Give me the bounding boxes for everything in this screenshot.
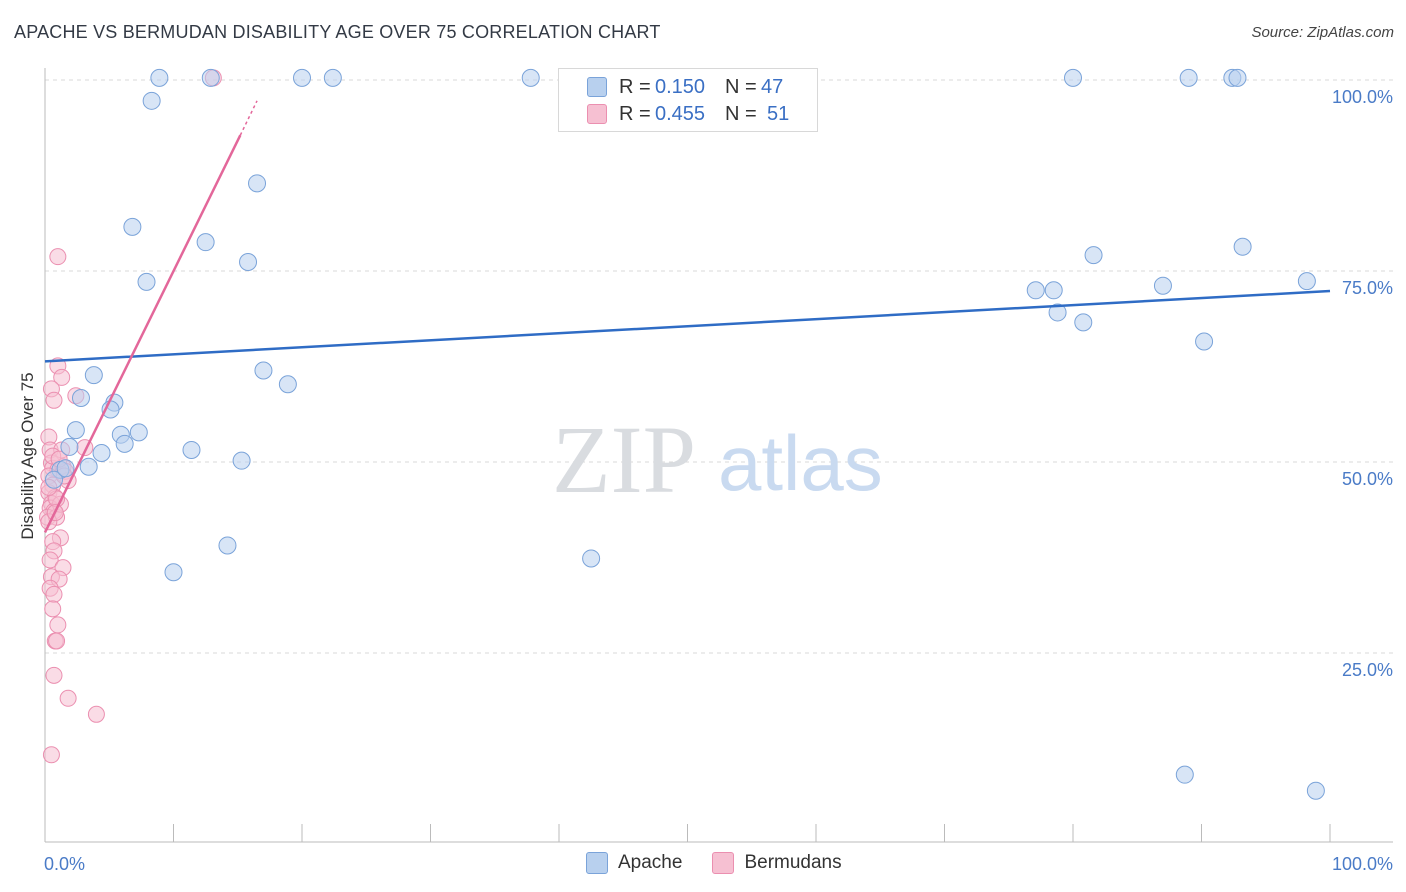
apache-point: [66, 421, 85, 440]
apache-point: [254, 361, 273, 380]
legend-item-apache[interactable]: Apache: [586, 852, 682, 874]
correlation-legend: R = 0.150 N = 47 R = 0.455 N = 51: [558, 68, 818, 132]
bermudans-point: [45, 391, 63, 409]
apache-point: [1074, 313, 1093, 332]
watermark-zip: ZIP: [552, 406, 696, 513]
legend-r-label: R =: [619, 102, 651, 125]
apache-point: [164, 563, 183, 582]
y-tick-label: 50.0%: [1342, 469, 1393, 489]
apache-point: [84, 366, 103, 385]
bermudans-point: [48, 632, 66, 650]
apache-trend-line: [44, 289, 1331, 363]
y-tick-labels: 25.0% 50.0% 75.0% 100.0%: [1332, 87, 1393, 680]
bermudans-point: [42, 746, 60, 764]
apache-point: [201, 68, 220, 87]
bermudans-trend-extension: [239, 100, 258, 136]
watermark-atlas: atlas: [718, 419, 883, 507]
apache-point: [60, 437, 79, 456]
series-legend: Apache Bermudans: [586, 852, 872, 874]
legend-n-label: N =: [725, 102, 757, 125]
apache-point: [218, 536, 237, 555]
y-axis-label: Disability Age Over 75: [18, 372, 37, 539]
bermudans-point: [49, 248, 67, 266]
grid-lines: [45, 79, 1393, 654]
legend-item-bermudans[interactable]: Bermudans: [712, 852, 842, 874]
apache-point: [582, 549, 601, 568]
apache-point: [1297, 272, 1316, 291]
apache-point: [232, 451, 251, 470]
legend-label-apache: Apache: [618, 852, 683, 873]
trend-lines: [43, 100, 1331, 534]
bermudans-point: [49, 616, 67, 634]
apache-point: [239, 253, 258, 272]
apache-point: [1153, 276, 1172, 295]
apache-point: [150, 68, 169, 87]
apache-point: [1179, 68, 1198, 87]
watermark: ZIP atlas: [552, 406, 883, 513]
bermudans-swatch-icon: [587, 104, 607, 124]
apache-point: [137, 272, 156, 291]
legend-n-value: 47: [761, 75, 784, 98]
apache-point: [71, 389, 90, 408]
apache-point: [44, 470, 63, 489]
apache-swatch-icon: [586, 852, 608, 874]
x-tick-label-max: 100.0%: [1332, 854, 1393, 874]
bermudans-point: [87, 705, 105, 723]
bermudans-point: [41, 551, 59, 569]
apache-point: [79, 457, 98, 476]
bermudans-point: [45, 666, 63, 684]
legend-r-value: 0.150: [655, 75, 706, 98]
apache-point: [92, 444, 111, 463]
apache-point: [323, 68, 342, 87]
apache-point: [1048, 303, 1067, 322]
apache-point: [1228, 68, 1247, 87]
y-tick-label: 75.0%: [1342, 278, 1393, 298]
apache-point: [1233, 237, 1252, 256]
legend-n-value: 51: [767, 102, 790, 125]
apache-point: [1084, 246, 1103, 265]
apache-point: [1195, 332, 1214, 351]
apache-point: [196, 233, 215, 252]
apache-point: [293, 68, 311, 87]
apache-swatch-icon: [587, 77, 607, 97]
apache-point: [248, 174, 267, 193]
apache-point: [129, 423, 148, 442]
y-tick-label: 25.0%: [1342, 660, 1393, 680]
bermudans-point: [45, 585, 63, 603]
bermudans-trend-line: [43, 134, 242, 534]
apache-point: [1064, 68, 1082, 87]
legend-n-label: N =: [725, 75, 757, 98]
apache-point: [1026, 281, 1045, 300]
legend-row-bermudans: R = 0.455 N = 51: [559, 101, 789, 127]
chart-title: APACHE VS BERMUDAN DISABILITY AGE OVER 7…: [14, 22, 661, 42]
legend-row-apache: R = 0.150 N = 47: [559, 74, 783, 100]
legend-r-label: R =: [619, 75, 651, 98]
legend-r-value: 0.455: [655, 102, 706, 125]
apache-points: [44, 68, 1325, 800]
apache-point: [142, 91, 161, 110]
bermudans-swatch-icon: [712, 852, 735, 874]
apache-point: [1306, 781, 1325, 800]
bermudans-point: [44, 600, 62, 618]
apache-point: [115, 434, 134, 453]
apache-point: [182, 440, 201, 459]
apache-point: [123, 217, 142, 236]
legend-label-bermudans: Bermudans: [744, 852, 842, 873]
apache-point: [521, 68, 540, 87]
bermudans-point: [53, 368, 71, 386]
bermudans-point: [59, 689, 77, 707]
x-tick-label-min: 0.0%: [44, 854, 85, 874]
apache-point: [1175, 765, 1194, 784]
apache-point: [278, 375, 297, 394]
apache-point: [56, 459, 75, 478]
apache-point: [1044, 281, 1063, 300]
bermudans-points: [39, 69, 222, 764]
source-credit: Source: ZipAtlas.com: [1251, 24, 1394, 41]
y-tick-label: 100.0%: [1332, 87, 1393, 107]
